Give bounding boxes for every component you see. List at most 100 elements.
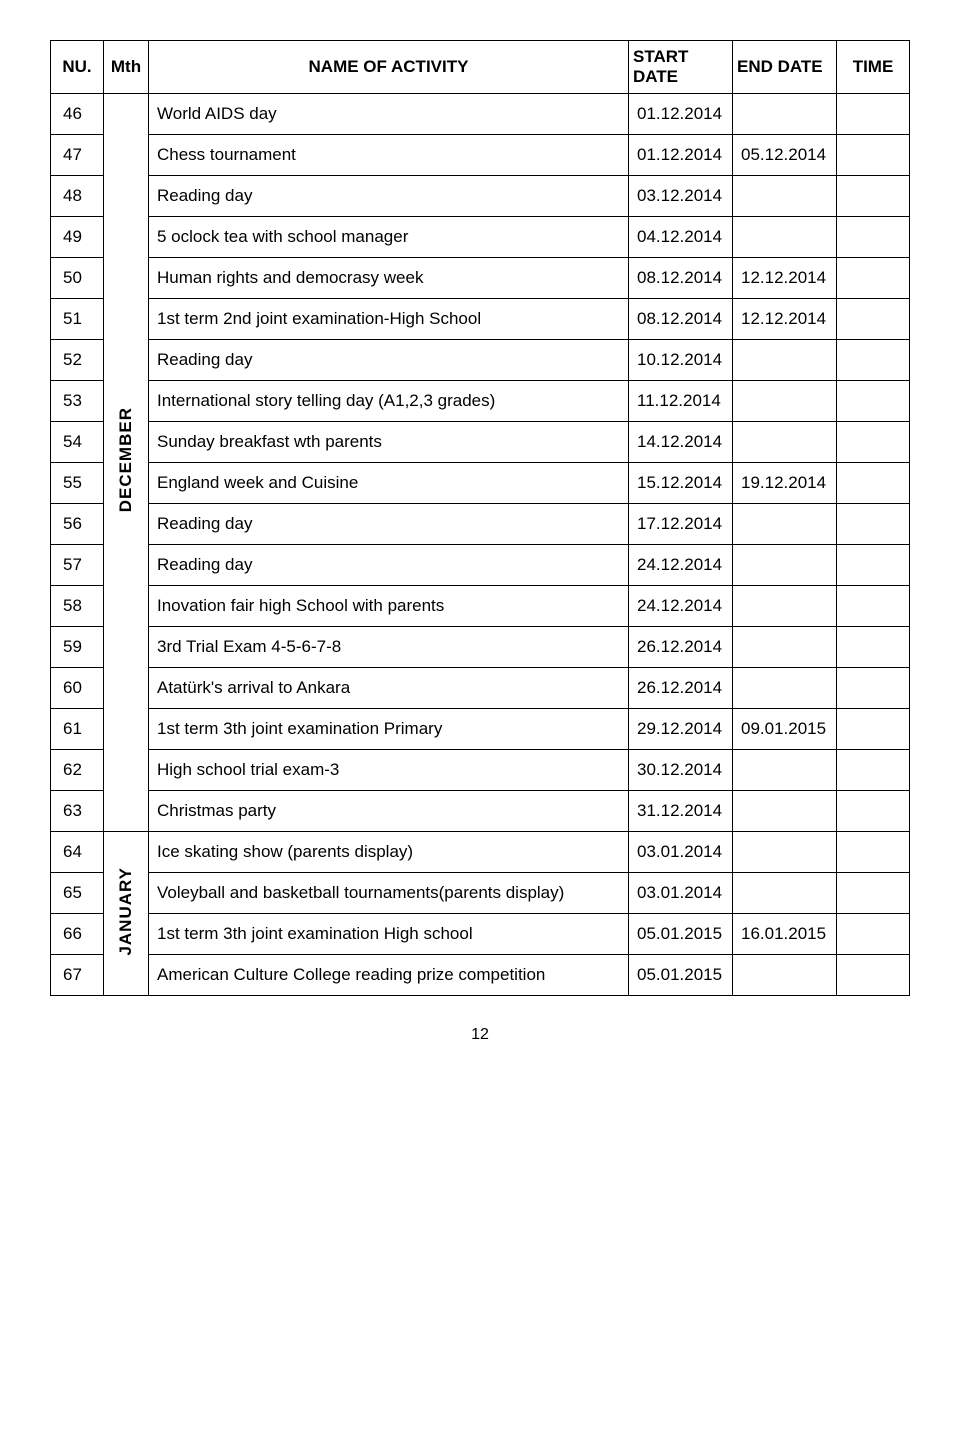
cell-time bbox=[837, 340, 910, 381]
cell-end bbox=[733, 873, 837, 914]
cell-nu: 47 bbox=[51, 135, 104, 176]
cell-name: High school trial exam-3 bbox=[149, 750, 629, 791]
cell-end bbox=[733, 94, 837, 135]
page-number: 12 bbox=[50, 1026, 910, 1044]
cell-nu: 46 bbox=[51, 94, 104, 135]
cell-nu: 57 bbox=[51, 545, 104, 586]
table-row: 64 JANUARY Ice skating show (parents dis… bbox=[51, 832, 910, 873]
cell-start: 30.12.2014 bbox=[629, 750, 733, 791]
cell-nu: 59 bbox=[51, 627, 104, 668]
cell-name: 1st term 2nd joint examination-High Scho… bbox=[149, 299, 629, 340]
cell-name: Reading day bbox=[149, 340, 629, 381]
table-row: 60 Atatürk's arrival to Ankara 26.12.201… bbox=[51, 668, 910, 709]
table-row: 52 Reading day 10.12.2014 bbox=[51, 340, 910, 381]
cell-name: Inovation fair high School with parents bbox=[149, 586, 629, 627]
header-nu: NU. bbox=[51, 41, 104, 94]
cell-start: 01.12.2014 bbox=[629, 94, 733, 135]
cell-time bbox=[837, 94, 910, 135]
table-row: 67 American Culture College reading priz… bbox=[51, 955, 910, 996]
table-body: 46 DECEMBER World AIDS day 01.12.2014 47… bbox=[51, 94, 910, 996]
cell-end bbox=[733, 504, 837, 545]
cell-name: International story telling day (A1,2,3 … bbox=[149, 381, 629, 422]
cell-nu: 55 bbox=[51, 463, 104, 504]
cell-start: 05.01.2015 bbox=[629, 955, 733, 996]
cell-name: 1st term 3th joint examination High scho… bbox=[149, 914, 629, 955]
cell-start: 14.12.2014 bbox=[629, 422, 733, 463]
cell-nu: 56 bbox=[51, 504, 104, 545]
header-name: NAME OF ACTIVITY bbox=[149, 41, 629, 94]
cell-time bbox=[837, 422, 910, 463]
cell-time bbox=[837, 955, 910, 996]
cell-end bbox=[733, 791, 837, 832]
cell-end bbox=[733, 217, 837, 258]
table-row: 61 1st term 3th joint examination Primar… bbox=[51, 709, 910, 750]
cell-nu: 53 bbox=[51, 381, 104, 422]
cell-nu: 50 bbox=[51, 258, 104, 299]
cell-end bbox=[733, 176, 837, 217]
cell-time bbox=[837, 914, 910, 955]
cell-name: Atatürk's arrival to Ankara bbox=[149, 668, 629, 709]
cell-start: 10.12.2014 bbox=[629, 340, 733, 381]
cell-start: 15.12.2014 bbox=[629, 463, 733, 504]
cell-end bbox=[733, 586, 837, 627]
cell-name: Ice skating show (parents display) bbox=[149, 832, 629, 873]
table-row: 56 Reading day 17.12.2014 bbox=[51, 504, 910, 545]
table-row: 47 Chess tournament 01.12.2014 05.12.201… bbox=[51, 135, 910, 176]
cell-end bbox=[733, 545, 837, 586]
cell-end: 12.12.2014 bbox=[733, 299, 837, 340]
month-cell-january: JANUARY bbox=[104, 832, 149, 996]
cell-end bbox=[733, 422, 837, 463]
cell-start: 29.12.2014 bbox=[629, 709, 733, 750]
cell-end bbox=[733, 668, 837, 709]
cell-nu: 60 bbox=[51, 668, 104, 709]
cell-name: Reading day bbox=[149, 176, 629, 217]
cell-end: 12.12.2014 bbox=[733, 258, 837, 299]
month-label-january: JANUARY bbox=[116, 867, 136, 956]
cell-time bbox=[837, 135, 910, 176]
cell-time bbox=[837, 299, 910, 340]
cell-start: 01.12.2014 bbox=[629, 135, 733, 176]
table-row: 51 1st term 2nd joint examination-High S… bbox=[51, 299, 910, 340]
cell-end bbox=[733, 750, 837, 791]
activity-table: NU. Mth NAME OF ACTIVITY START DATE END … bbox=[50, 40, 910, 996]
cell-name: 3rd Trial Exam 4-5-6-7-8 bbox=[149, 627, 629, 668]
cell-end bbox=[733, 955, 837, 996]
cell-name: Voleyball and basketball tournaments(par… bbox=[149, 873, 629, 914]
cell-time bbox=[837, 176, 910, 217]
cell-time bbox=[837, 709, 910, 750]
cell-nu: 67 bbox=[51, 955, 104, 996]
cell-nu: 65 bbox=[51, 873, 104, 914]
header-start: START DATE bbox=[629, 41, 733, 94]
cell-name: 1st term 3th joint examination Primary bbox=[149, 709, 629, 750]
cell-start: 26.12.2014 bbox=[629, 668, 733, 709]
month-label-december: DECEMBER bbox=[116, 407, 136, 512]
cell-nu: 51 bbox=[51, 299, 104, 340]
cell-nu: 62 bbox=[51, 750, 104, 791]
cell-name: Chess tournament bbox=[149, 135, 629, 176]
header-row: NU. Mth NAME OF ACTIVITY START DATE END … bbox=[51, 41, 910, 94]
cell-start: 03.12.2014 bbox=[629, 176, 733, 217]
cell-time bbox=[837, 258, 910, 299]
header-time: TIME bbox=[837, 41, 910, 94]
cell-start: 04.12.2014 bbox=[629, 217, 733, 258]
table-row: 59 3rd Trial Exam 4-5-6-7-8 26.12.2014 bbox=[51, 627, 910, 668]
cell-name: Reading day bbox=[149, 545, 629, 586]
cell-nu: 66 bbox=[51, 914, 104, 955]
cell-end: 19.12.2014 bbox=[733, 463, 837, 504]
table-row: 55 England week and Cuisine 15.12.2014 1… bbox=[51, 463, 910, 504]
cell-nu: 48 bbox=[51, 176, 104, 217]
cell-name: Sunday breakfast wth parents bbox=[149, 422, 629, 463]
cell-start: 17.12.2014 bbox=[629, 504, 733, 545]
cell-nu: 61 bbox=[51, 709, 104, 750]
cell-time bbox=[837, 586, 910, 627]
header-end: END DATE bbox=[733, 41, 837, 94]
cell-name: Reading day bbox=[149, 504, 629, 545]
table-row: 66 1st term 3th joint examination High s… bbox=[51, 914, 910, 955]
cell-end: 05.12.2014 bbox=[733, 135, 837, 176]
table-row: 58 Inovation fair high School with paren… bbox=[51, 586, 910, 627]
cell-end: 09.01.2015 bbox=[733, 709, 837, 750]
cell-start: 24.12.2014 bbox=[629, 545, 733, 586]
month-cell-december: DECEMBER bbox=[104, 94, 149, 832]
table-row: 57 Reading day 24.12.2014 bbox=[51, 545, 910, 586]
cell-time bbox=[837, 381, 910, 422]
